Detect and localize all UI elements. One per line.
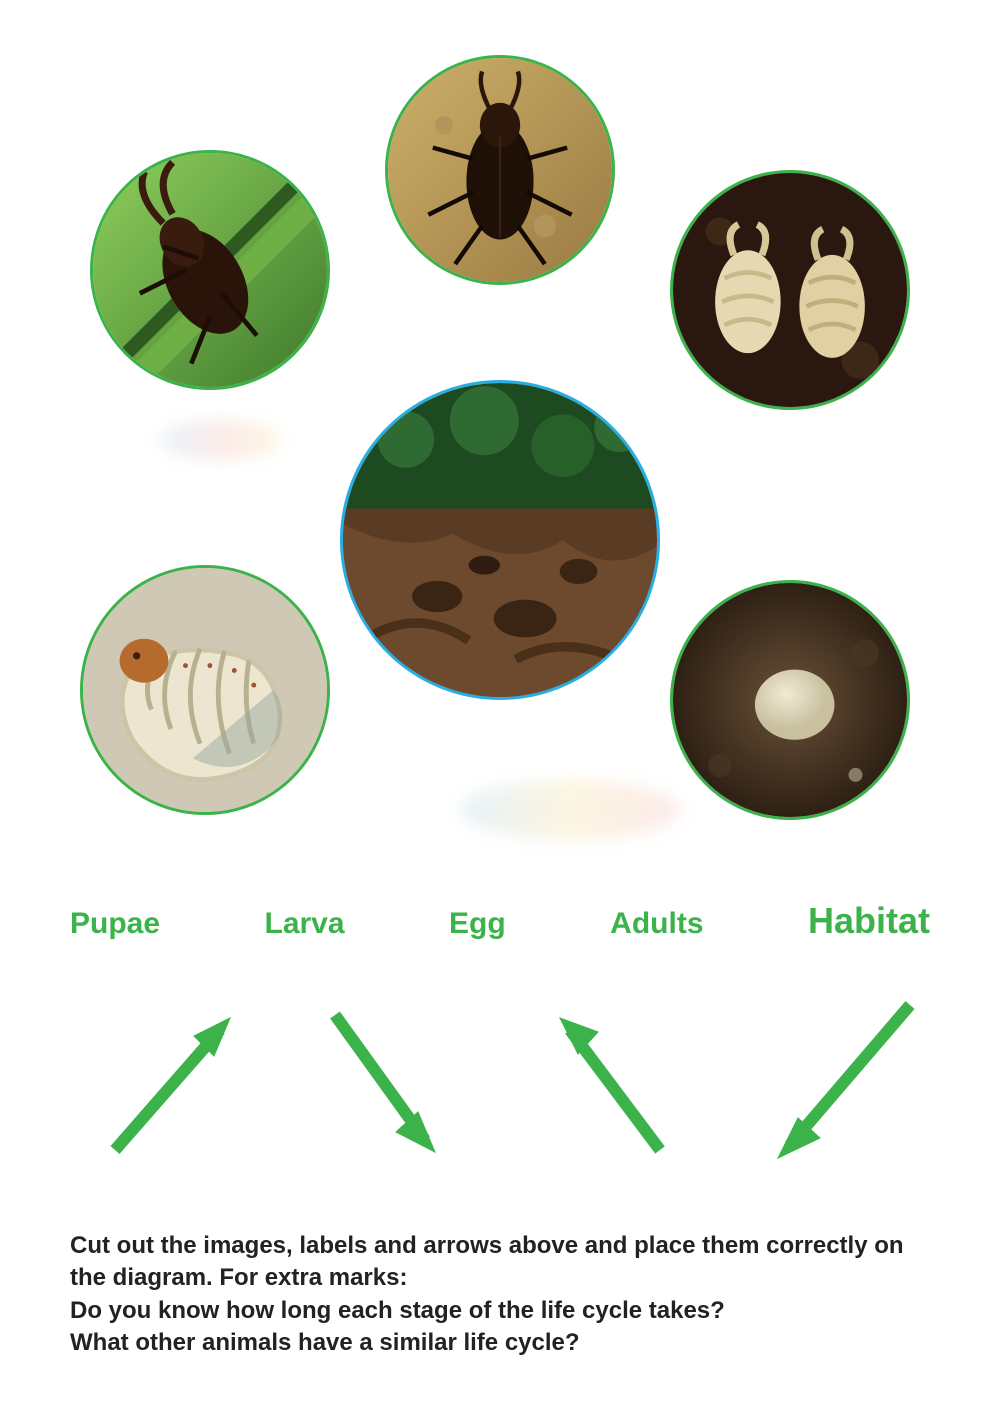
- habitat-icon: [343, 383, 657, 697]
- arrow-up-right-icon: [90, 990, 260, 1170]
- label-larva: Larva: [265, 907, 345, 941]
- label-habitat: Habitat: [808, 900, 930, 942]
- beetle-female-icon: [388, 58, 612, 282]
- circle-pupae: [670, 170, 910, 410]
- circle-egg: [670, 580, 910, 820]
- label-adults: Adults: [610, 907, 703, 941]
- arrow-down-left-icon: [750, 990, 930, 1170]
- watermark-smudge: [160, 420, 280, 460]
- arrow-down-right-icon: [300, 990, 470, 1170]
- circle-larva: [80, 565, 330, 815]
- circle-adult-male: [90, 150, 330, 390]
- egg-icon: [673, 583, 907, 817]
- circle-adult-female: [385, 55, 615, 285]
- label-pupae: Pupae: [70, 907, 160, 941]
- label-egg: Egg: [449, 907, 506, 941]
- arrows-row: [90, 990, 910, 1170]
- circle-habitat: [340, 380, 660, 700]
- arrow-up-left-icon: [530, 990, 700, 1170]
- larva-icon: [83, 568, 327, 812]
- watermark-smudge: [460, 780, 680, 840]
- beetle-male-icon: [93, 153, 327, 387]
- instruction-line-2: Do you know how long each stage of the l…: [70, 1295, 930, 1327]
- instructions-block: Cut out the images, labels and arrows ab…: [70, 1230, 930, 1360]
- labels-row: Pupae Larva Egg Adults Habitat: [70, 900, 930, 942]
- instruction-line-1: Cut out the images, labels and arrows ab…: [70, 1230, 930, 1295]
- pupae-icon: [673, 173, 907, 407]
- instruction-line-3: What other animals have a similar life c…: [70, 1327, 930, 1359]
